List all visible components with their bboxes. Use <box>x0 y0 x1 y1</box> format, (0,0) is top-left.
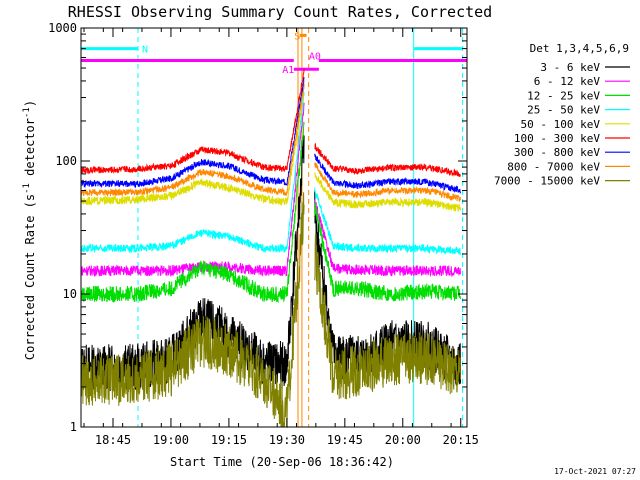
y-axis-label-sup2: -1 <box>22 107 32 118</box>
legend-label: 6 - 12 keV <box>534 75 601 88</box>
legend-label: 25 - 50 keV <box>527 104 600 117</box>
flag-bars: N A1 A0 S <box>81 31 467 76</box>
y-tick-label: 10 <box>63 287 77 301</box>
y-axis-label-sup1: -1 <box>22 183 32 194</box>
series-line <box>80 83 461 202</box>
series-line <box>80 192 461 429</box>
y-tick-label: 1 <box>70 420 77 434</box>
legend-label: 300 - 800 keV <box>514 146 600 159</box>
x-tick-label: 19:45 <box>327 433 363 447</box>
x-tick-label: 19:15 <box>211 433 247 447</box>
legend-label: 7000 - 15000 keV <box>494 175 600 188</box>
y-tick-label: 100 <box>55 154 77 168</box>
axis-ticks: 1 10 100 1000 18:45 19:00 19:15 19:30 19:45 20:00… <box>48 21 479 447</box>
series-line <box>80 121 461 304</box>
y-axis-label-b: detector <box>23 118 37 183</box>
y-axis-label: Corrected Count Rate (s-1 detector-1) <box>22 100 37 360</box>
x-tick-label: 19:00 <box>153 433 189 447</box>
legend-label: 12 - 25 keV <box>527 89 600 102</box>
legend-title: Det 1,3,4,5,6,9 <box>530 42 629 55</box>
x-tick-label: 18:45 <box>95 433 131 447</box>
y-axis-label-c: ) <box>23 100 37 107</box>
x-tick-label: 20:15 <box>443 433 479 447</box>
flag-bar-label: A1 <box>282 65 294 76</box>
series-lines <box>80 68 461 429</box>
legend-label: 3 - 6 keV <box>540 61 600 74</box>
series-line <box>80 91 461 256</box>
flag-bar-label: A0 <box>309 52 321 63</box>
x-axis-label: Start Time (20-Sep-06 18:36:42) <box>170 455 394 469</box>
legend-label: 50 - 100 keV <box>521 118 601 131</box>
y-axis-label-a: Corrected Count Rate (s <box>23 194 37 360</box>
series-line <box>80 77 461 194</box>
series-line <box>80 68 461 178</box>
series-line <box>80 92 461 212</box>
flag-bar-label: N <box>142 45 148 56</box>
chart-title: RHESSI Observing Summary Count Rates, Co… <box>68 3 492 21</box>
plot-frame <box>80 27 468 428</box>
flag-bar-label: S <box>294 31 300 42</box>
legend-label: 800 - 7000 keV <box>507 160 600 173</box>
x-tick-label: 19:30 <box>269 433 305 447</box>
legend-label: 100 - 300 keV <box>514 132 600 145</box>
footer-date: 17-Oct-2021 07:27 <box>554 467 636 476</box>
x-tick-label: 20:00 <box>385 433 421 447</box>
y-tick-label: 1000 <box>48 21 77 35</box>
